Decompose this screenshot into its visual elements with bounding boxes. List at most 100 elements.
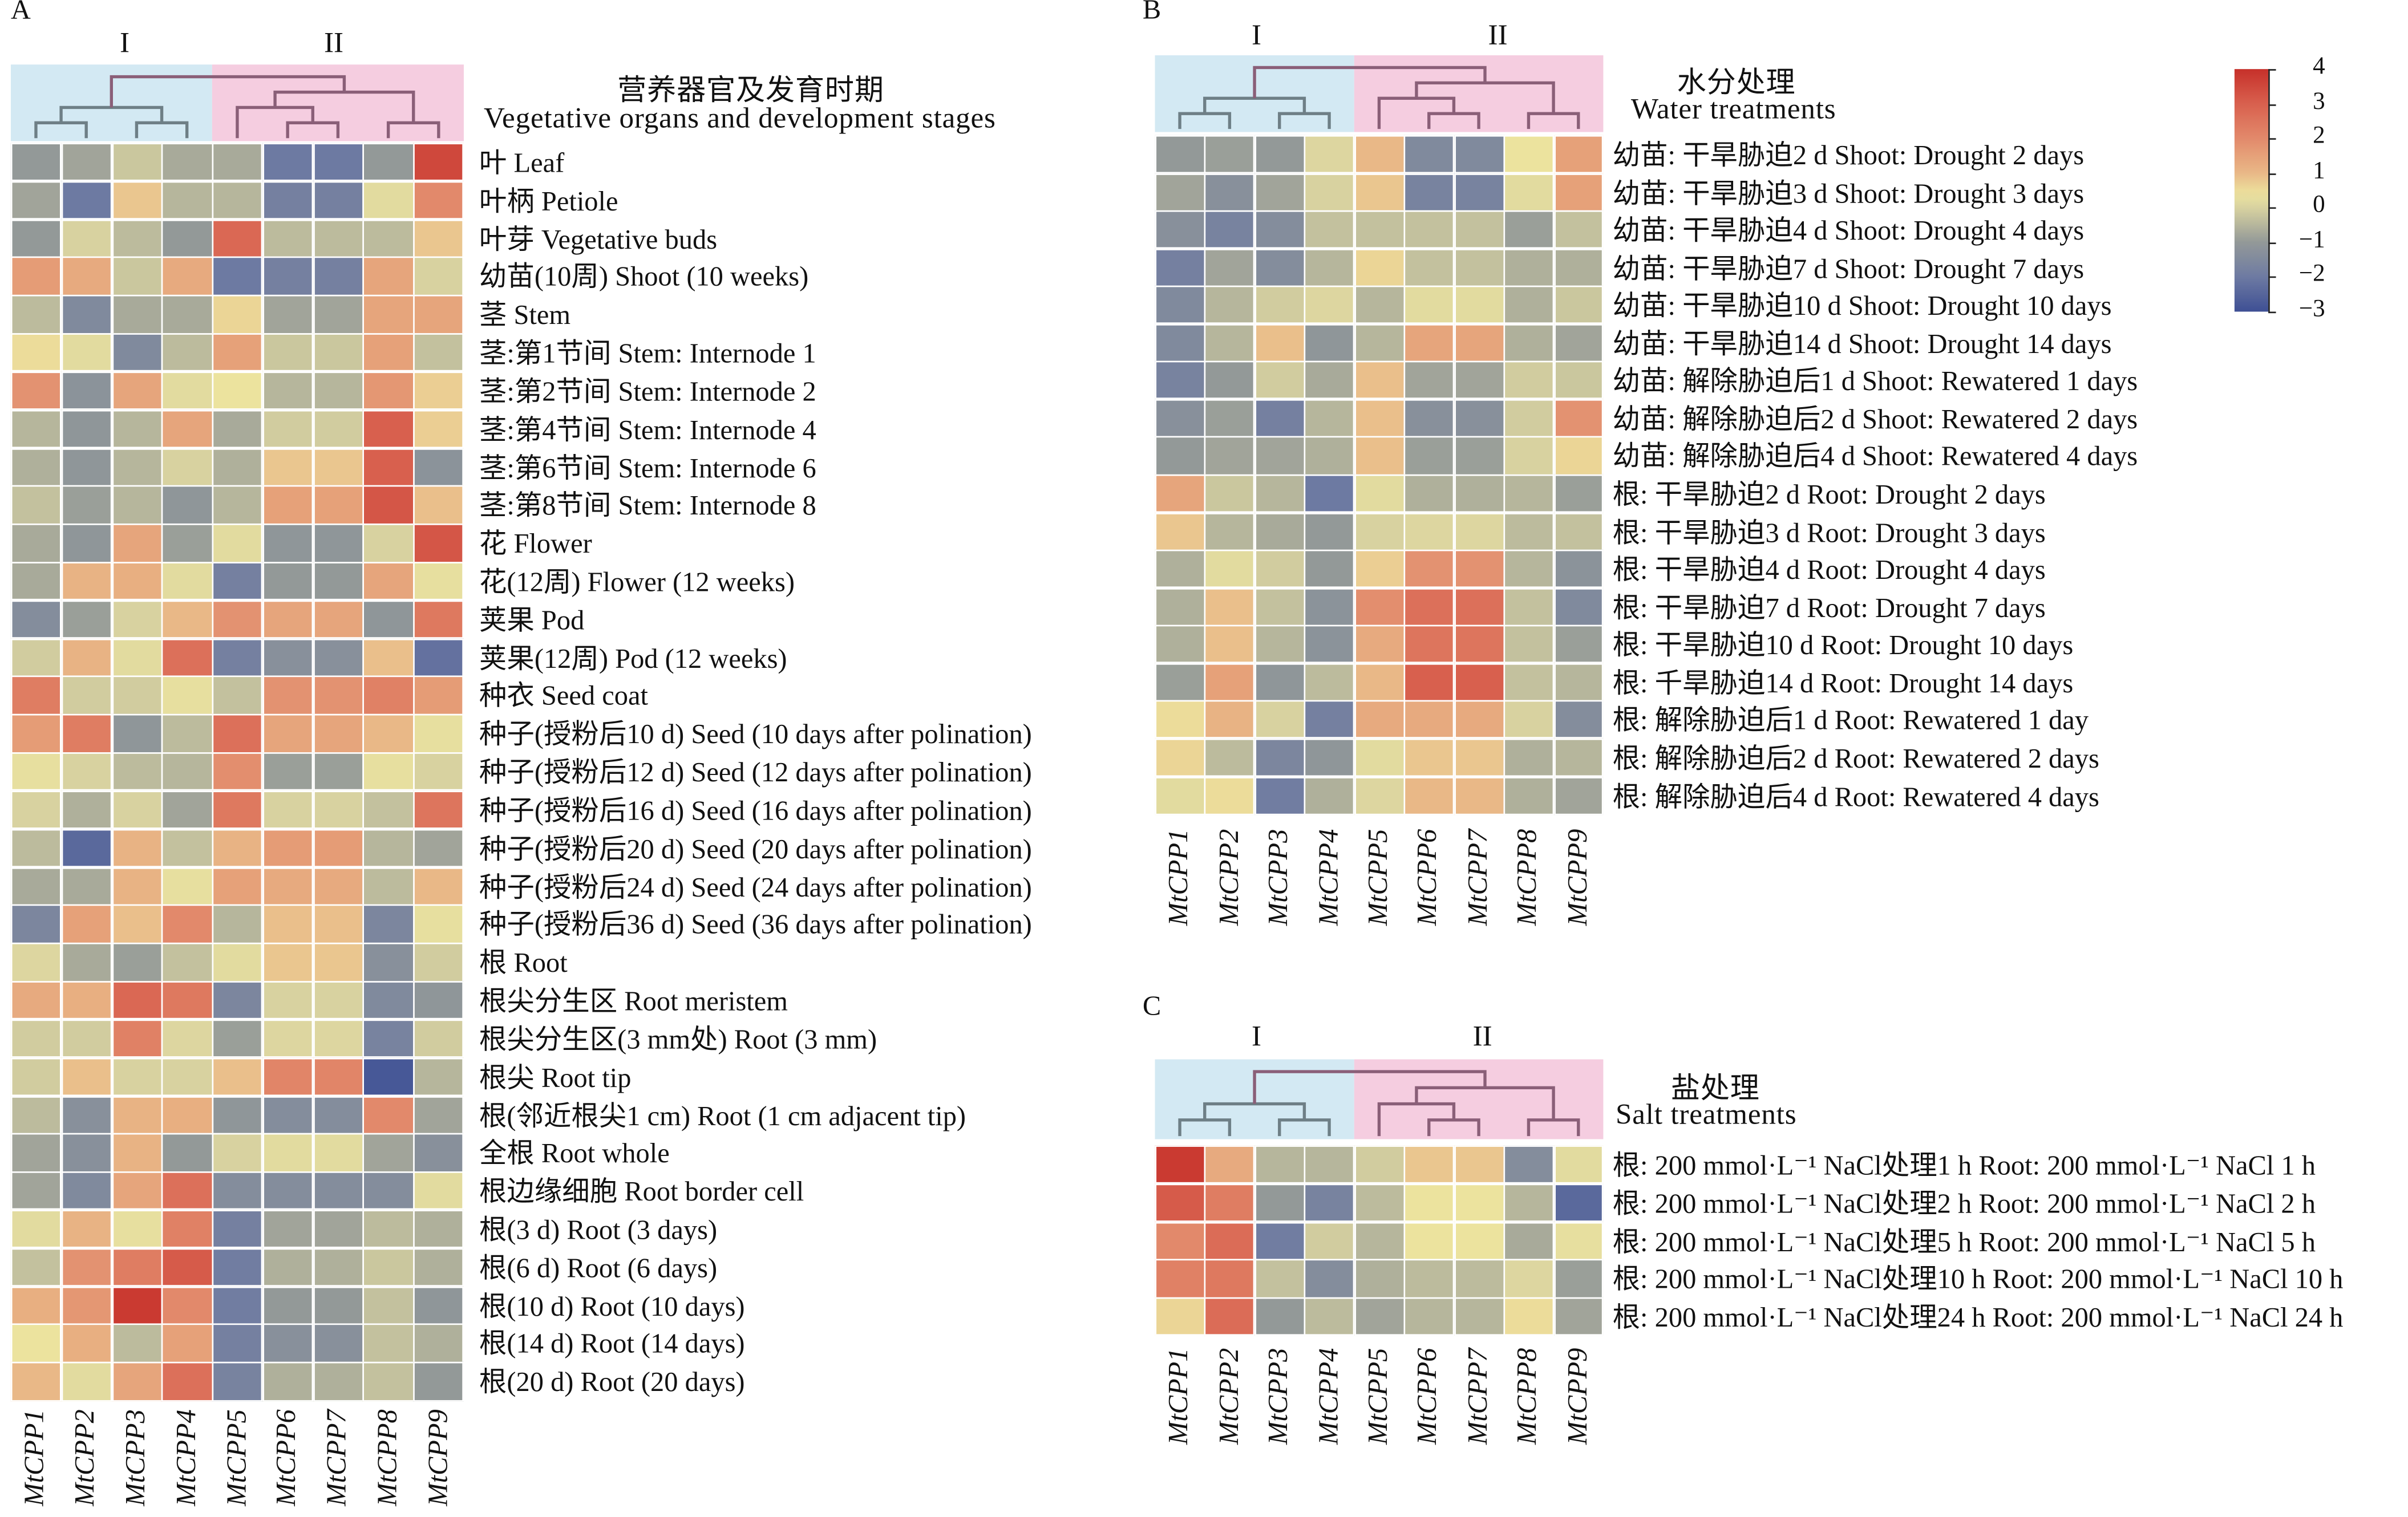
heatmap-cell [161, 1210, 213, 1249]
heatmap-cell [363, 676, 415, 715]
heatmap-cell [212, 143, 264, 182]
heatmap-cell [61, 1019, 112, 1058]
heatmap-cell [111, 1362, 163, 1401]
heatmap-cell [212, 447, 264, 486]
heatmap-cell [1204, 474, 1256, 513]
heatmap-cell [1204, 286, 1256, 325]
row-label: 根(6 d) Root (6 days) [479, 1252, 718, 1283]
row-label: 幼苗: 干旱胁迫3 d Shoot: Drought 3 days [1612, 177, 2085, 208]
heatmap-cell [61, 524, 112, 563]
heatmap-cell [262, 866, 314, 906]
heatmap-cell [1454, 323, 1505, 362]
heatmap-cell [161, 371, 213, 411]
heatmap-cell [1155, 1221, 1206, 1260]
heatmap-cell [10, 981, 62, 1020]
heatmap-cell [1454, 1221, 1505, 1260]
heatmap-cell [161, 1285, 213, 1325]
heatmap-cell [1404, 1259, 1455, 1299]
heatmap-cell [413, 866, 465, 906]
heatmap-cell [413, 1362, 465, 1401]
heatmap-cell [10, 638, 62, 678]
heatmap-cell [413, 295, 465, 334]
heatmap-cell [161, 1019, 213, 1058]
heatmap-cell [313, 866, 364, 906]
cluster-label: II [1472, 1021, 1492, 1053]
heatmap-cell [1204, 738, 1256, 777]
heatmap-cell [161, 295, 213, 334]
heatmap-cell [111, 1324, 163, 1363]
heatmap-cell [111, 638, 163, 678]
column-label: MtCPP1 [1163, 1348, 1194, 1445]
heatmap-cell [1503, 361, 1555, 400]
heatmap-cell [363, 371, 415, 411]
heatmap-cell [1254, 172, 1305, 212]
heatmap-cell [313, 1133, 364, 1173]
heatmap-cell [413, 638, 465, 678]
heatmap-cell [1553, 1221, 1604, 1260]
heatmap-cell [1155, 436, 1206, 476]
heatmap-cell [1155, 361, 1206, 400]
row-label: 幼苗: 解除胁迫后4 d Shoot: Rewatered 4 days [1612, 441, 2138, 472]
heatmap-cell [10, 790, 62, 830]
heatmap-cell [10, 1285, 62, 1325]
heatmap-cell [212, 1019, 264, 1058]
colorbar [2234, 69, 2269, 312]
row-label: 根尖分生区(3 mm处) Root (3 mm) [479, 1024, 877, 1055]
heatmap-cell [61, 485, 112, 525]
heatmap-cell [10, 562, 62, 601]
heatmap-cell [1553, 776, 1604, 815]
heatmap-cell [212, 562, 264, 601]
heatmap-cell [1454, 1145, 1505, 1185]
heatmap-cell [1204, 700, 1256, 740]
heatmap-cell [61, 790, 112, 830]
heatmap-cell [212, 333, 264, 372]
heatmap-cell [1155, 1259, 1206, 1299]
heatmap-cell [212, 600, 264, 639]
heatmap-cell [161, 562, 213, 601]
heatmap-cell [262, 295, 314, 334]
heatmap-cell [262, 1324, 314, 1363]
heatmap-cell [10, 1057, 62, 1097]
heatmap-cell [1304, 1183, 1355, 1223]
heatmap-cell [262, 638, 314, 678]
heatmap-cell [212, 485, 264, 525]
heatmap-cell [1304, 512, 1355, 551]
heatmap-cell [10, 1247, 62, 1287]
column-label: MtCPP3 [1262, 1348, 1293, 1445]
heatmap-cell [1304, 625, 1355, 664]
heatmap-cell [161, 638, 213, 678]
colorbar-tick-mark [2268, 311, 2276, 314]
heatmap-cell [212, 1285, 264, 1325]
heatmap-cell [413, 333, 465, 372]
heatmap-cell [1553, 700, 1604, 740]
heatmap-cell [161, 1362, 213, 1401]
heatmap-cell [262, 1362, 314, 1401]
heatmap-cell [262, 1210, 314, 1249]
heatmap-cell [1254, 1183, 1305, 1223]
heatmap-cell [1304, 210, 1355, 249]
heatmap-cell [161, 904, 213, 944]
heatmap-cell [1404, 210, 1455, 249]
column-label: MtCPP7 [1462, 1348, 1493, 1445]
heatmap-cell [1354, 361, 1405, 400]
row-label: 根: 干旱胁迫3 d Root: Drought 3 days [1612, 517, 2046, 547]
heatmap-cell [1155, 738, 1206, 777]
heatmap-cell [1553, 1259, 1604, 1299]
row-label: 茎:第8节间 Stem: Internode 8 [479, 490, 816, 521]
heatmap-cell [1454, 700, 1505, 740]
row-label: 茎:第4节间 Stem: Internode 4 [479, 414, 816, 445]
heatmap-cell [262, 524, 314, 563]
cluster-label: I [1251, 1021, 1262, 1053]
heatmap-cell [10, 1362, 62, 1401]
heatmap-cell [1204, 399, 1256, 438]
row-label: 种子(授粉后12 d) Seed (12 days after polinati… [479, 757, 1032, 788]
heatmap-cell [1254, 286, 1305, 325]
heatmap-cell [413, 1285, 465, 1325]
heatmap-cell [313, 943, 364, 982]
heatmap-cell [111, 485, 163, 525]
heatmap-cell [1503, 625, 1555, 664]
heatmap-cell [313, 1247, 364, 1287]
colorbar-tick-label: −1 [2298, 226, 2325, 253]
heatmap-cell [1254, 776, 1305, 815]
heatmap-cell [262, 1095, 314, 1134]
